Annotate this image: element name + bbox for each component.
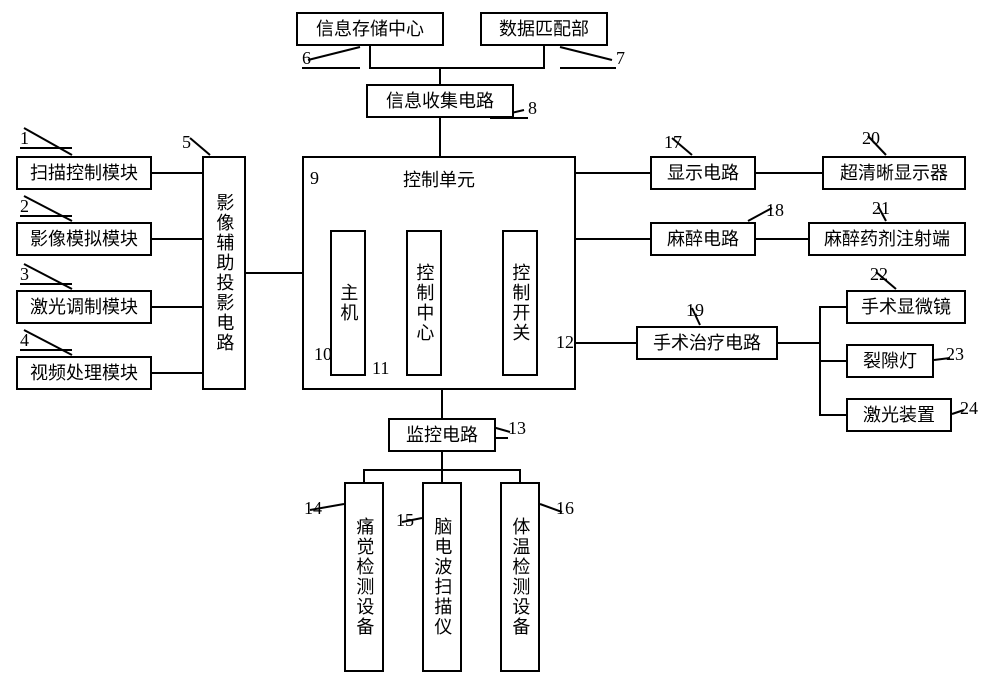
callout-n7 [560,47,612,60]
edge-n7-n8bus [440,46,544,68]
edge-n6-n8bus [370,46,440,68]
edge-n19-n23 [778,343,846,361]
node-n14: 痛觉检测设备 [344,482,384,672]
callout-n3 [24,264,72,289]
node-n19: 手术治疗电路 [636,326,778,360]
node-n15: 脑电波扫描仪 [422,482,462,672]
numlabel-n1: 1 [20,128,29,149]
node-n2: 影像模拟模块 [16,222,152,256]
numlabel-n15: 15 [396,510,414,531]
numlabel-n22: 22 [870,264,888,285]
numlabel-n5: 5 [182,132,191,153]
edge-n13-n16 [442,452,520,482]
node-n1: 扫描控制模块 [16,156,152,190]
numlabel-n23: 23 [946,344,964,365]
callout-n2 [24,196,72,221]
node-n24: 激光装置 [846,398,952,432]
callout-n4 [24,330,72,355]
numlabel-n19: 19 [686,300,704,321]
node-n17: 显示电路 [650,156,756,190]
edge-n13-n14 [364,452,442,482]
numlabel-n18: 18 [766,200,784,221]
node-n6: 信息存储中心 [296,12,444,46]
node-n16: 体温检测设备 [500,482,540,672]
node-n13: 监控电路 [388,418,496,452]
numlabel-n21: 21 [872,198,890,219]
node-n18: 麻醉电路 [650,222,756,256]
numlabel-n24: 24 [960,398,978,419]
numlabel-n6: 6 [302,48,311,69]
edge-n19-n22 [778,307,846,343]
numlabel-n2: 2 [20,196,29,217]
node-n4: 视频处理模块 [16,356,152,390]
node-title-n9: 控制单元 [304,170,574,191]
numlabel-n4: 4 [20,330,29,351]
callout-n5 [190,138,210,155]
node-n3: 激光调制模块 [16,290,152,324]
numlabel-n9: 9 [310,168,319,189]
node-n12: 控制开关 [502,230,538,376]
numlabel-n7: 7 [616,48,625,69]
node-n5: 影像辅助投影电路 [202,156,246,390]
callout-n1 [24,128,72,155]
callout-n6 [308,47,360,60]
node-n10: 主机 [330,230,366,376]
node-n7: 数据匹配部 [480,12,608,46]
numlabel-n3: 3 [20,264,29,285]
edge-n19-n24 [778,343,846,415]
numlabel-n16: 16 [556,498,574,519]
numlabel-n11: 11 [372,358,389,379]
numlabel-n8: 8 [528,98,537,119]
numlabel-n10: 10 [314,344,332,365]
node-n8: 信息收集电路 [366,84,514,118]
numlabel-n20: 20 [862,128,880,149]
numlabel-n14: 14 [304,498,322,519]
numlabel-n13: 13 [508,418,526,439]
numlabel-n17: 17 [664,132,682,153]
node-n23: 裂隙灯 [846,344,934,378]
node-n22: 手术显微镜 [846,290,966,324]
numlabel-n12: 12 [556,332,574,353]
node-n21: 麻醉药剂注射端 [808,222,966,256]
node-n11: 控制中心 [406,230,442,376]
node-n20: 超清晰显示器 [822,156,966,190]
